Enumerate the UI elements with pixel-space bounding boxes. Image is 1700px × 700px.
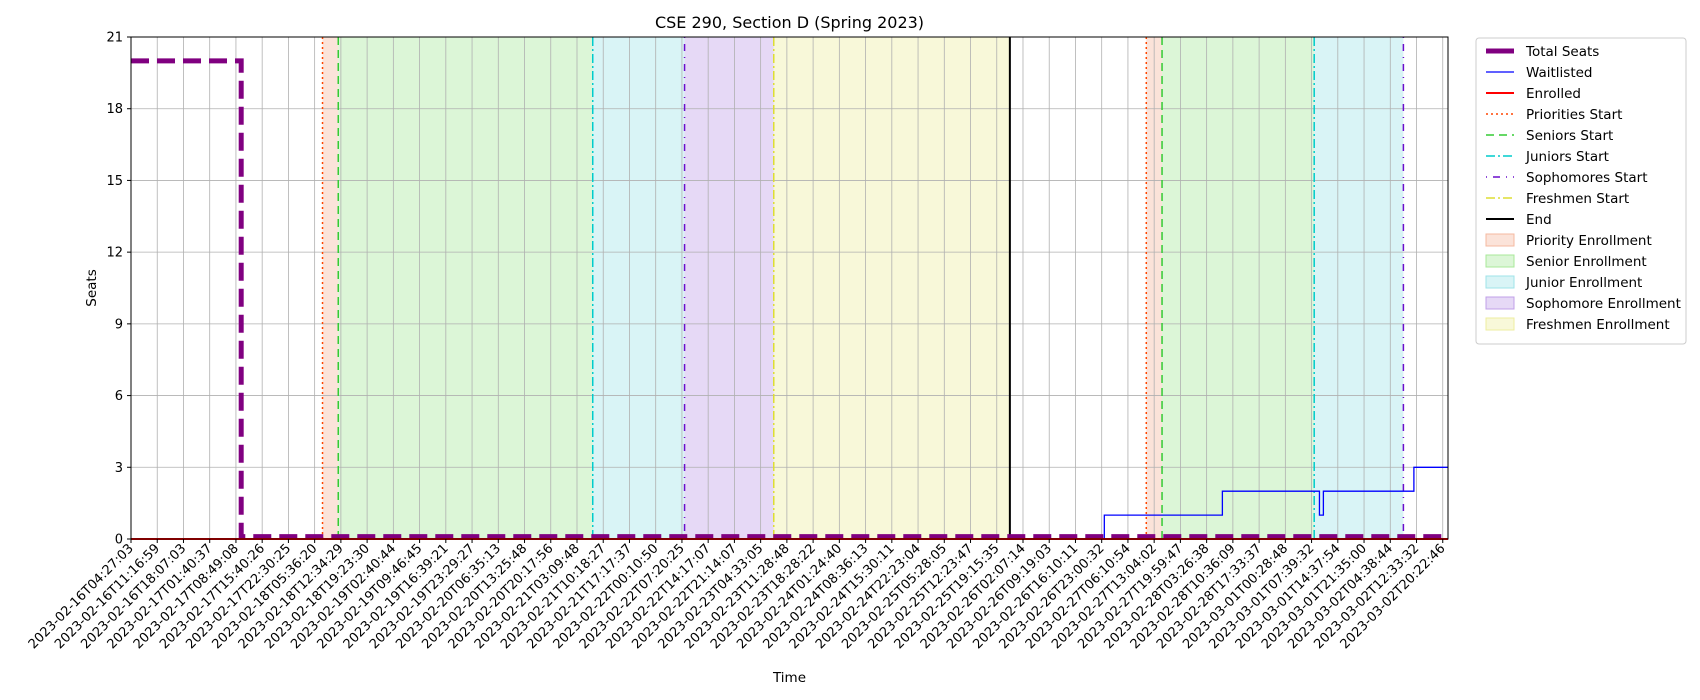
y-tick-label: 21 [106,31,123,46]
y-tick-label: 12 [106,246,123,261]
legend-swatch-10 [1485,254,1515,268]
phase-lines [321,37,1405,539]
y-axis-ticks: 0 3 6 9 12 15 18 21 [106,31,131,548]
y-tick-label: 0 [115,533,123,548]
y-axis-label: Seats [84,269,100,306]
legend-label-4: Seniors Start [1526,128,1613,144]
legend-swatch-12 [1485,296,1515,310]
legend-label-13: Freshmen Enrollment [1526,317,1670,333]
legend-label-2: Enrolled [1526,86,1581,102]
legend-label-7: Freshmen Start [1526,191,1629,207]
x-axis-label: Time [772,670,806,686]
legend-label-0: Total Seats [1525,44,1599,60]
series-line-0 [131,58,1448,540]
series-line-1 [131,466,1448,540]
plot-frame [130,36,1449,540]
span-1-0 [338,37,593,539]
legend-label-6: Sophomores Start [1526,170,1648,186]
chart-title: CSE 290, Section D (Spring 2023) [655,13,924,32]
span-2-0 [592,37,685,539]
span-0-0 [322,37,339,539]
legend-swatch-9 [1485,233,1515,247]
y-tick-label: 15 [106,174,123,189]
legend-label-9: Priority Enrollment [1526,233,1652,249]
legend-label-1: Waitlisted [1526,65,1593,81]
legend-box [1475,37,1687,345]
legend-label-5: Juniors Start [1525,149,1609,165]
legend-label-12: Sophomore Enrollment [1526,296,1681,312]
legend-label-11: Junior Enrollment [1525,275,1642,291]
legend: Total Seats Waitlisted Enrolled Priorities … [1475,37,1687,345]
legend-swatch-11 [1485,275,1515,289]
legend-label-8: End [1526,212,1552,228]
y-tick-label: 3 [115,461,123,476]
span-2-1 [1314,37,1404,539]
span-1-1 [1162,37,1315,539]
enrollment-spans [322,37,1404,539]
x-axis-ticks: 2023-02-16T04:27:032023-02-16T11:16:5920… [26,539,1449,652]
y-tick-label: 6 [115,389,123,404]
legend-label-3: Priorities Start [1526,107,1622,123]
legend-swatch-13 [1485,317,1515,331]
y-tick-label: 18 [106,102,123,117]
legend-label-10: Senior Enrollment [1526,254,1647,270]
span-3-0 [684,37,774,539]
y-tick-label: 9 [115,317,123,332]
